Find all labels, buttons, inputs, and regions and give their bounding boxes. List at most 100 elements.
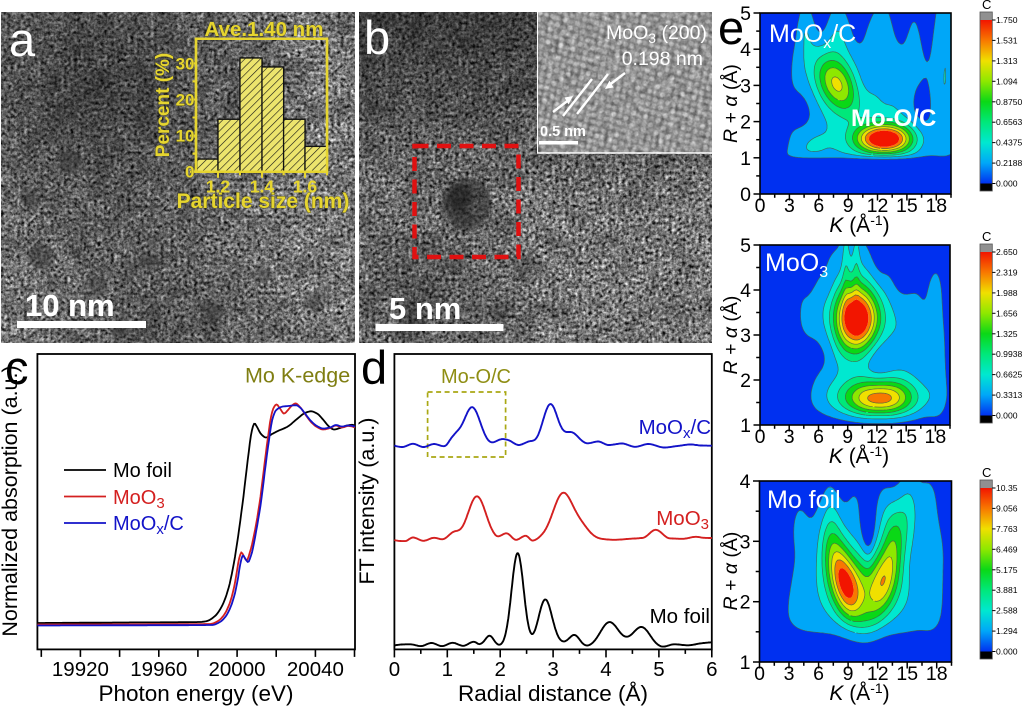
svg-text:1.2: 1.2 (206, 177, 231, 197)
svg-text:MoO3: MoO3 (656, 507, 709, 533)
svg-text:12: 12 (866, 426, 888, 448)
svg-text:1.294: 1.294 (996, 626, 1018, 636)
svg-text:18: 18 (925, 195, 947, 217)
svg-text:Percent (%): Percent (%) (153, 53, 174, 158)
svg-text:4: 4 (600, 658, 611, 681)
svg-text:9.056: 9.056 (996, 503, 1018, 513)
svg-text:19960: 19960 (130, 658, 187, 681)
svg-text:2: 2 (740, 592, 751, 614)
svg-text:12: 12 (867, 195, 889, 217)
svg-text:Normalized absorption (a.u.): Normalized absorption (a.u.) (0, 365, 22, 636)
svg-text:30: 30 (176, 54, 195, 73)
svg-text:1.656: 1.656 (996, 308, 1018, 318)
svg-text:5: 5 (740, 3, 751, 25)
svg-text:20: 20 (176, 91, 195, 110)
svg-text:1: 1 (740, 148, 751, 170)
svg-text:10: 10 (176, 127, 195, 146)
svg-text:2: 2 (494, 658, 505, 681)
svg-text:30: 30 (176, 54, 195, 73)
svg-text:Ave.1.40 nm: Ave.1.40 nm (205, 18, 324, 41)
svg-text:R + α (Å): R + α (Å) (719, 296, 742, 375)
svg-text:Mo K-edge: Mo K-edge (245, 364, 350, 388)
svg-text:0: 0 (740, 184, 751, 206)
svg-text:Particle size (nm): Particle size (nm) (177, 190, 350, 213)
svg-text:6: 6 (813, 426, 824, 448)
svg-text:0: 0 (754, 663, 765, 685)
svg-text:3: 3 (784, 195, 795, 217)
svg-text:0.000: 0.000 (996, 647, 1018, 657)
svg-text:12: 12 (867, 663, 889, 685)
svg-text:20000: 20000 (208, 658, 265, 681)
svg-text:Ave.1.40 nm: Ave.1.40 nm (205, 18, 324, 41)
svg-text:2.588: 2.588 (996, 606, 1018, 616)
svg-text:3.881: 3.881 (996, 585, 1018, 595)
svg-text:K (Å-1): K (Å-1) (829, 443, 889, 468)
svg-text:Percent (%): Percent (%) (153, 53, 174, 158)
svg-text:3: 3 (784, 426, 795, 448)
svg-text:6.469: 6.469 (996, 544, 1018, 554)
svg-text:1.4: 1.4 (250, 177, 275, 197)
svg-text:Mo foil: Mo foil (650, 605, 710, 628)
svg-text:2.319: 2.319 (996, 267, 1018, 277)
svg-text:0: 0 (185, 163, 194, 182)
svg-text:1.4: 1.4 (250, 177, 275, 197)
svg-text:C: C (982, 0, 991, 12)
svg-text:0.198 nm: 0.198 nm (622, 48, 703, 70)
svg-text:0.000: 0.000 (996, 179, 1018, 189)
svg-text:5 nm: 5 nm (389, 291, 461, 326)
svg-text:Particle size (nm): Particle size (nm) (177, 190, 350, 213)
svg-text:15: 15 (896, 663, 918, 685)
svg-text:10: 10 (176, 127, 195, 146)
svg-text:10: 10 (176, 127, 195, 146)
svg-text:0: 0 (185, 163, 194, 182)
svg-text:Mo-O/C: Mo-O/C (441, 366, 511, 388)
svg-text:1.988: 1.988 (996, 288, 1018, 298)
svg-text:Mo foil: Mo foil (113, 460, 172, 482)
svg-text:C: C (982, 229, 991, 244)
svg-text:0.6563: 0.6563 (996, 117, 1022, 127)
svg-text:Radial distance (Å): Radial distance (Å) (458, 681, 648, 706)
svg-text:R + α (Å): R + α (Å) (719, 532, 742, 611)
svg-text:3: 3 (740, 531, 751, 553)
svg-text:5.175: 5.175 (996, 565, 1018, 575)
svg-text:20: 20 (176, 91, 195, 110)
svg-text:15: 15 (896, 195, 918, 217)
svg-text:0.000: 0.000 (996, 411, 1018, 421)
svg-text:0.2188: 0.2188 (996, 158, 1022, 168)
svg-text:MoOx/C: MoOx/C (113, 513, 184, 538)
svg-text:1.531: 1.531 (996, 35, 1018, 45)
svg-text:30: 30 (176, 54, 195, 73)
svg-text:MoOx/C: MoOx/C (639, 416, 712, 442)
svg-text:2: 2 (740, 112, 751, 134)
svg-text:1: 1 (442, 658, 453, 681)
svg-text:0.9938: 0.9938 (996, 349, 1022, 359)
svg-text:10 nm: 10 nm (25, 288, 115, 323)
svg-text:1.750: 1.750 (996, 15, 1018, 25)
svg-text:19920: 19920 (52, 658, 109, 681)
svg-text:MoO3 (200): MoO3 (200) (606, 22, 707, 46)
svg-text:0.6625: 0.6625 (996, 370, 1022, 380)
svg-text:5: 5 (653, 658, 664, 681)
svg-text:0.4375: 0.4375 (996, 138, 1022, 148)
svg-text:20040: 20040 (287, 658, 344, 681)
svg-text:4: 4 (740, 471, 751, 493)
svg-text:0: 0 (389, 658, 400, 681)
svg-text:1: 1 (740, 652, 751, 674)
svg-text:10.35: 10.35 (996, 483, 1018, 493)
svg-text:18: 18 (926, 663, 948, 685)
svg-text:FT intensity (a.u.): FT intensity (a.u.) (355, 418, 379, 585)
svg-text:1.313: 1.313 (996, 56, 1018, 66)
svg-text:9: 9 (843, 663, 854, 685)
svg-text:K (Å-1): K (Å-1) (829, 212, 889, 237)
svg-text:1.094: 1.094 (996, 76, 1018, 86)
svg-text:6: 6 (813, 195, 824, 217)
svg-text:MoO3: MoO3 (113, 487, 165, 512)
svg-text:5: 5 (740, 235, 751, 257)
svg-text:0.8750: 0.8750 (996, 97, 1022, 107)
svg-text:15: 15 (895, 426, 917, 448)
svg-text:6: 6 (813, 663, 824, 685)
svg-text:0.3313: 0.3313 (996, 390, 1022, 400)
svg-text:9: 9 (842, 426, 853, 448)
svg-text:3: 3 (784, 663, 795, 685)
svg-text:1.325: 1.325 (996, 329, 1018, 339)
